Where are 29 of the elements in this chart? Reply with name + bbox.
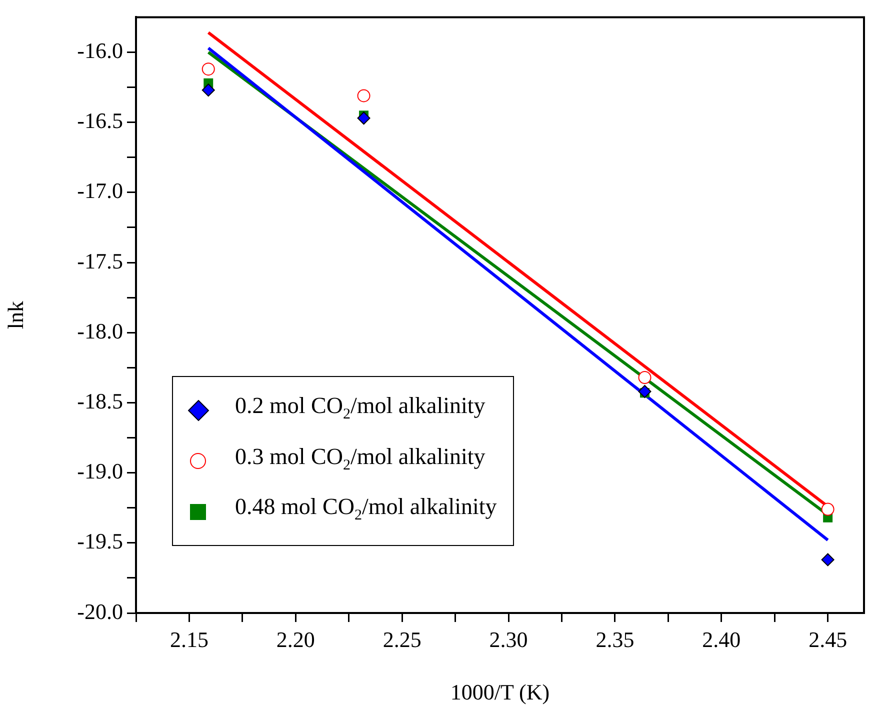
y-tick-label: -19.0 (77, 458, 123, 484)
point (202, 84, 215, 97)
point (202, 62, 215, 76)
x-tick-label: 2.45 (808, 626, 848, 652)
x-tick-label: 2.15 (170, 626, 208, 652)
x-tick-label: 2.35 (596, 626, 634, 652)
legend-label: 0.3 mol CO$_{2}$/mol alkalinity (235, 442, 486, 476)
y-tick-label: -17.5 (77, 248, 123, 274)
point (357, 89, 370, 102)
text: 2.40 (702, 626, 741, 652)
point (821, 502, 834, 516)
legend-label: 0.48 mol CO$_{2}$/mol alkalinity (235, 493, 497, 526)
x-axis-title: 1000/T (K) (450, 680, 550, 705)
text: 2.30 (489, 626, 528, 652)
text: 2.20 (276, 626, 315, 652)
y-tick-label: -16.0 (77, 38, 123, 64)
y-tick-label: -19.5 (77, 528, 123, 554)
y-tick-label: -17.0 (77, 178, 123, 204)
point (638, 385, 652, 398)
y-tick-label: -16.5 (77, 108, 123, 134)
point (357, 112, 370, 125)
legend-label: 0.2 mol CO$_{2}$/mol alkalinity (235, 392, 486, 425)
y-tick-label: -20.0 (77, 598, 123, 624)
y-axis-title: lnk (2, 301, 28, 330)
x-tick-label: 2.25 (382, 626, 422, 652)
point (638, 370, 652, 384)
y-tick-label: -18.5 (77, 388, 123, 414)
y-tick-label: -18.0 (77, 318, 123, 344)
point (821, 553, 834, 566)
